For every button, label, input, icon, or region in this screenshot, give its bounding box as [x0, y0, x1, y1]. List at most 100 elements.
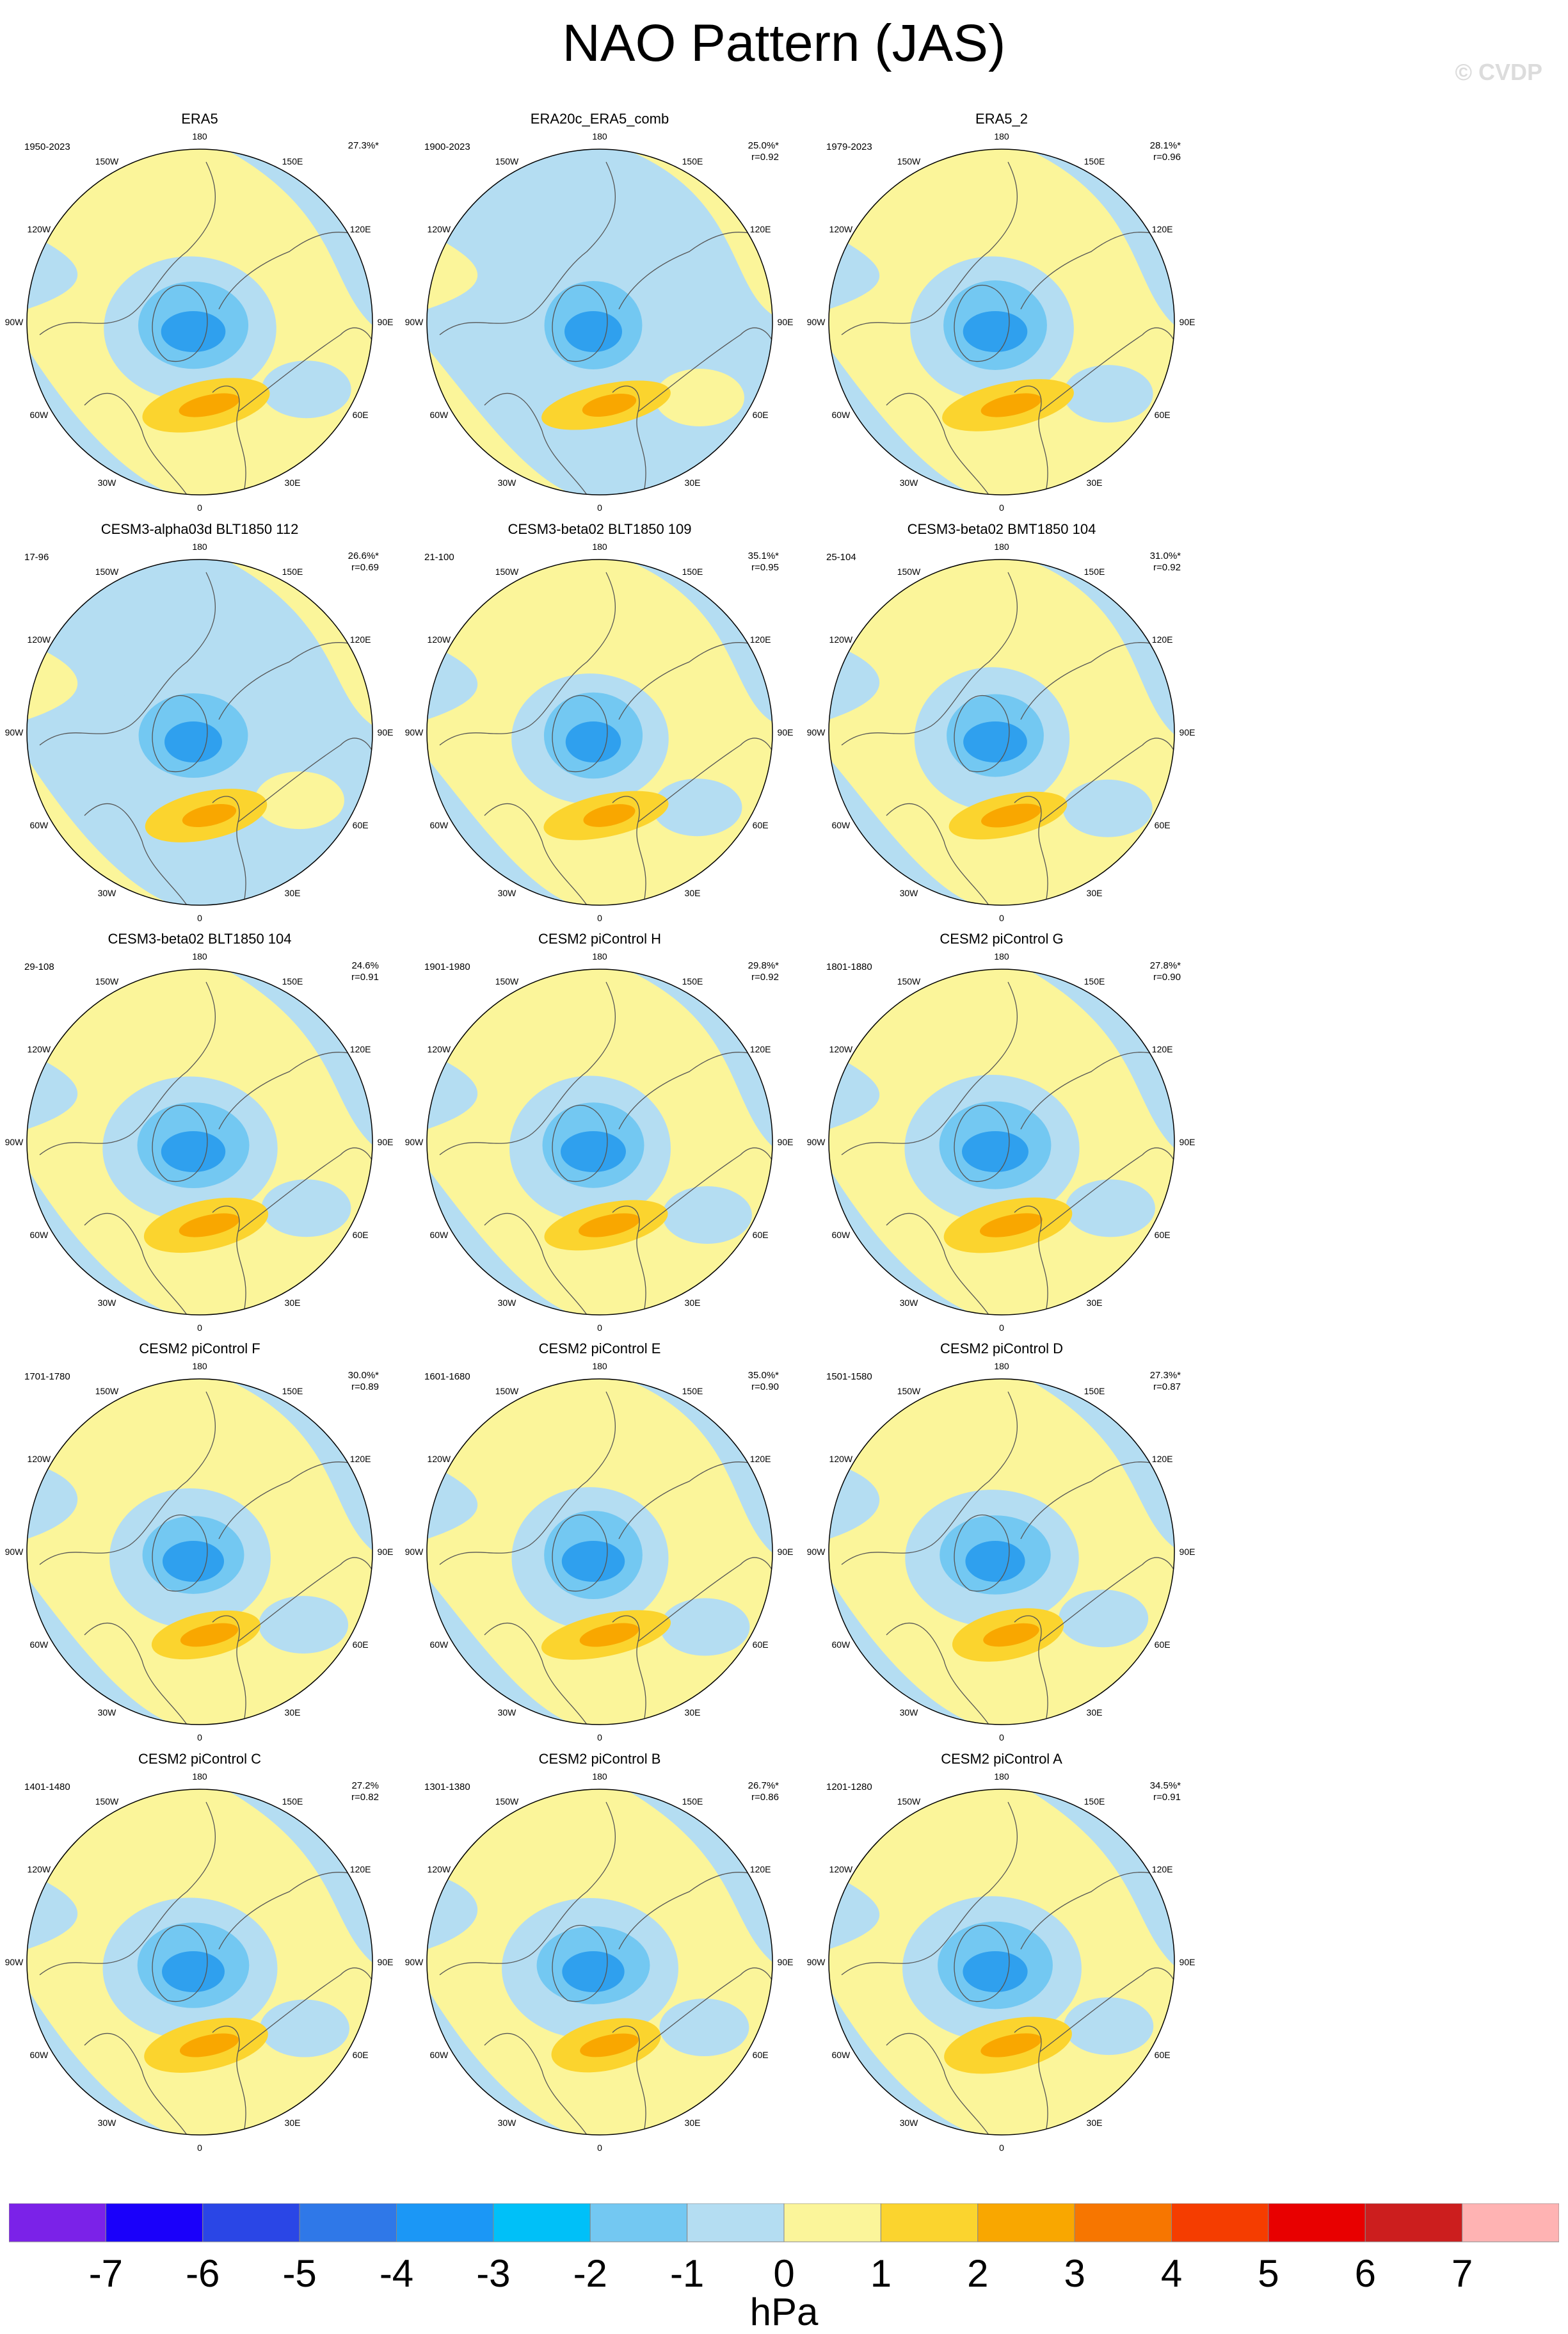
- longitude-label: 90W: [4, 1137, 24, 1147]
- map-panel: CESM2 piControl B 1301-1380 26.7%* r=0.86 18…: [405, 1751, 794, 2161]
- negative-centre-inner: [161, 1131, 226, 1172]
- panel-title: CESM2 piControl E: [538, 1340, 661, 1356]
- longitude-label: 60W: [831, 820, 851, 830]
- globe-outline: [426, 559, 773, 906]
- longitude-label: 180: [994, 1361, 1009, 1371]
- globe-outline: [426, 1789, 773, 2136]
- period-label: 1979-2023: [826, 141, 872, 152]
- longitude-label: 120W: [829, 224, 853, 234]
- longitude-label: 90E: [777, 1137, 794, 1147]
- longitude-label: 90W: [404, 1957, 424, 1967]
- longitude-label: 120W: [27, 634, 51, 645]
- longitude-label: 120E: [1151, 634, 1173, 645]
- longitude-label: 120W: [427, 1454, 451, 1464]
- longitude-label: 150E: [282, 1385, 303, 1396]
- longitude-label: 60W: [29, 2050, 49, 2060]
- colorbar-bin: [1268, 2203, 1366, 2242]
- longitude-label: 120W: [27, 1044, 51, 1054]
- globe-outline: [26, 559, 373, 906]
- field-patch: [254, 771, 344, 830]
- negative-centre-inner: [162, 1951, 225, 1992]
- longitude-label: 150W: [495, 566, 519, 577]
- field-patch: [654, 369, 744, 427]
- longitude-label: 30E: [1086, 1298, 1103, 1308]
- positive-centre-inner: [182, 803, 237, 828]
- longitude-label: 120E: [749, 1454, 771, 1464]
- panel-stats: 27.3%*: [348, 140, 379, 152]
- panel-title: CESM2 piControl G: [940, 931, 1064, 947]
- explained-variance: 28.1%*: [1149, 140, 1181, 151]
- longitude-label: 30E: [284, 1707, 301, 1718]
- map-panel: CESM2 piControl A 1201-1280 34.5%* r=0.91 18…: [807, 1751, 1196, 2161]
- longitude-label: 150W: [495, 156, 519, 166]
- period-label: 1601-1680: [424, 1371, 470, 1382]
- positive-centre-inner: [180, 1623, 239, 1647]
- longitude-label: 30W: [899, 2118, 918, 2129]
- period-label: 29-108: [24, 962, 54, 972]
- longitude-label: 120E: [349, 634, 371, 645]
- polar-map: [828, 149, 1175, 495]
- longitude-label: 60E: [352, 2050, 369, 2060]
- explained-variance: 27.8%*: [1149, 960, 1181, 971]
- map-panel: CESM2 piControl D 1501-1580 27.3%* r=0.87 18…: [807, 1340, 1196, 1750]
- longitude-label: 120E: [1151, 1864, 1173, 1874]
- longitude-label: 90W: [806, 1547, 826, 1557]
- longitude-label: 60E: [1154, 1639, 1171, 1650]
- negative-centre-inner: [561, 1131, 626, 1172]
- longitude-label: 0: [597, 503, 602, 513]
- longitude-label: 120E: [749, 634, 771, 645]
- longitude-label: 180: [994, 1771, 1009, 1782]
- colorbar-tick: -7: [88, 2252, 124, 2295]
- panel-title: ERA20c_ERA5_comb: [530, 111, 669, 127]
- map-panel: CESM2 piControl E 1601-1680 35.0%* r=0.90 18…: [405, 1340, 794, 1750]
- colorbar-tick: 4: [1160, 2252, 1183, 2295]
- colorbar-bin: [1074, 2203, 1172, 2242]
- polar-map: [26, 969, 373, 1316]
- longitude-label: 30E: [684, 2118, 701, 2129]
- longitude-label: 30W: [497, 478, 516, 488]
- longitude-label: 60E: [352, 820, 369, 830]
- explained-variance: 29.8%*: [748, 960, 779, 971]
- period-label: 1701-1780: [24, 1371, 70, 1382]
- longitude-label: 120E: [749, 224, 771, 234]
- panel-stats: 26.7%* r=0.86: [748, 1780, 779, 1803]
- longitude-label: 30E: [1086, 1707, 1103, 1718]
- longitude-label: 180: [192, 131, 207, 141]
- longitude-label: 90E: [377, 727, 394, 737]
- globe-outline: [426, 149, 773, 495]
- longitude-label: 60W: [429, 1639, 449, 1650]
- longitude-label: 180: [994, 131, 1009, 141]
- longitude-label: 90W: [404, 317, 424, 327]
- longitude-label: 90W: [806, 1957, 826, 1967]
- longitude-label: 180: [592, 951, 607, 962]
- field-patch: [1059, 1590, 1149, 1648]
- longitude-label: 120E: [1151, 1454, 1173, 1464]
- negative-centre-inner: [561, 1541, 625, 1582]
- panel-title: CESM2 piControl A: [941, 1751, 1062, 1767]
- longitude-label: 150E: [282, 566, 303, 577]
- longitude-label: 180: [994, 542, 1009, 552]
- longitude-label: 60W: [29, 410, 49, 420]
- map-panel: CESM2 piControl C 1401-1480 27.2% r=0.82 180…: [5, 1751, 394, 2161]
- longitude-label: 90E: [377, 1957, 394, 1967]
- longitude-label: 60W: [429, 2050, 449, 2060]
- negative-centre-inner: [562, 1951, 625, 1992]
- longitude-label: 60W: [29, 1230, 49, 1240]
- colorbar-tick: 3: [1064, 2252, 1085, 2295]
- coastlines: [439, 572, 772, 905]
- longitude-label: 150E: [682, 976, 703, 986]
- longitude-label: 120W: [27, 224, 51, 234]
- longitude-label: 150W: [897, 1796, 921, 1807]
- longitude-label: 90E: [1179, 727, 1196, 737]
- longitude-label: 90W: [4, 1957, 24, 1967]
- longitude-label: 120W: [27, 1864, 51, 1874]
- globe-outline: [828, 969, 1175, 1316]
- period-label: 17-96: [24, 552, 49, 563]
- longitude-label: 120W: [427, 1044, 451, 1054]
- map-panel: CESM3-beta02 BLT1850 109 21-100 35.1%* r=0.…: [405, 521, 794, 931]
- period-label: 1501-1580: [826, 1371, 872, 1382]
- pattern-correlation: r=0.82: [351, 1792, 379, 1803]
- longitude-label: 120E: [349, 1454, 371, 1464]
- longitude-label: 180: [192, 951, 207, 962]
- longitude-label: 30E: [284, 478, 301, 488]
